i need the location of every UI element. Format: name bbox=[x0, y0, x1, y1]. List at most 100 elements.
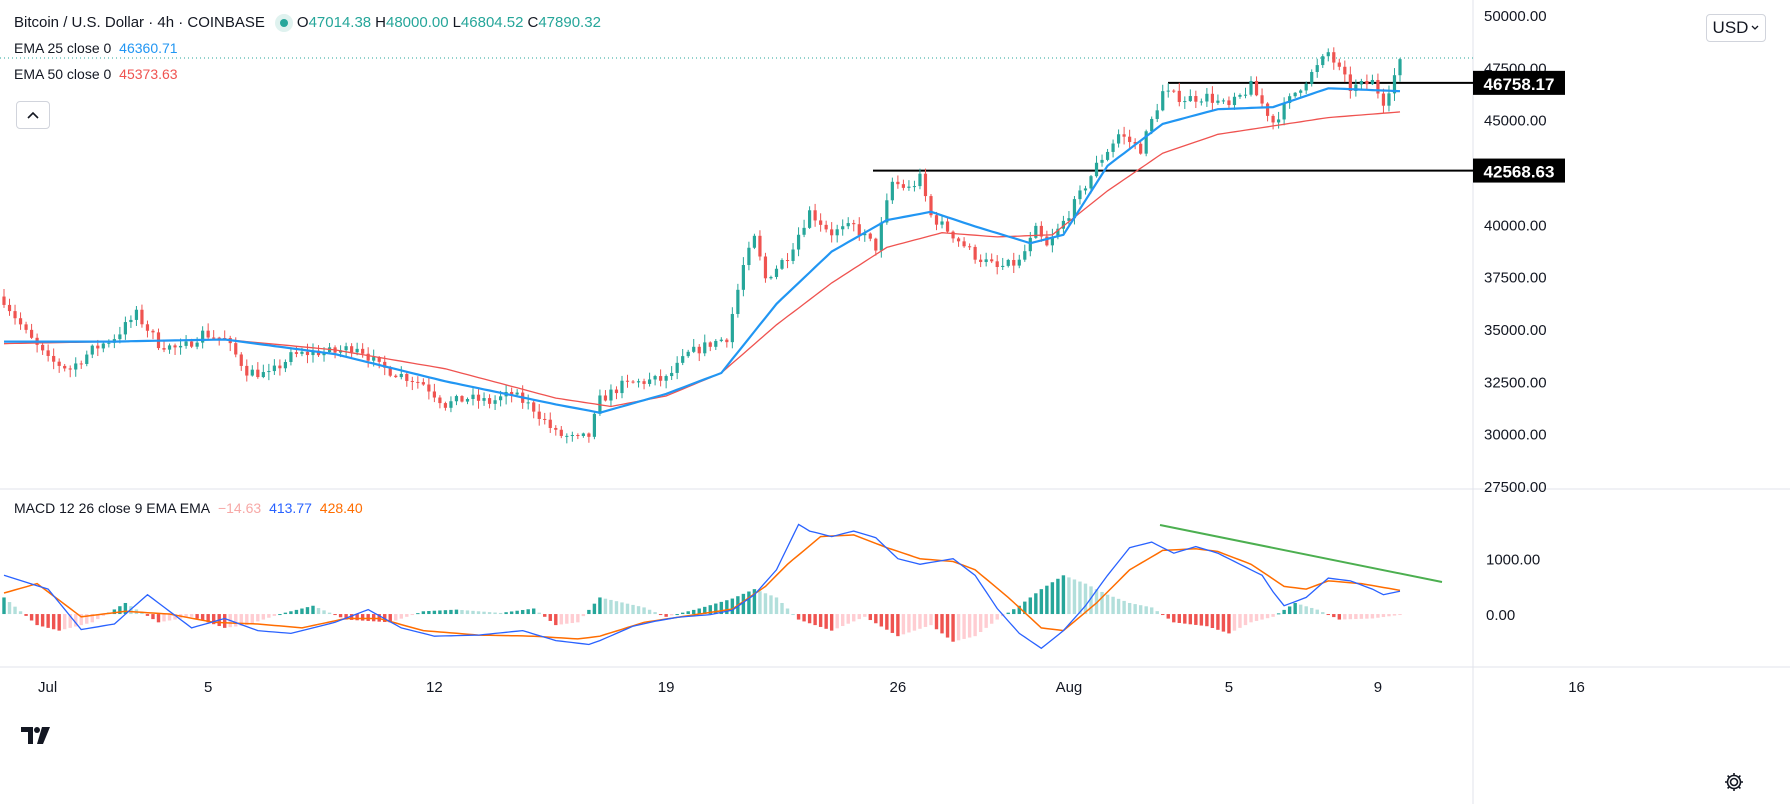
candle-body[interactable] bbox=[1321, 56, 1325, 66]
candle-body[interactable] bbox=[24, 324, 28, 330]
candle-body[interactable] bbox=[868, 233, 872, 239]
candle-body[interactable] bbox=[118, 334, 122, 340]
candle-body[interactable] bbox=[642, 381, 646, 384]
candle-body[interactable] bbox=[609, 389, 613, 401]
candle-body[interactable] bbox=[377, 357, 381, 362]
candle-body[interactable] bbox=[427, 384, 431, 392]
candle-body[interactable] bbox=[852, 223, 856, 225]
candle-body[interactable] bbox=[1155, 110, 1159, 119]
candle-body[interactable] bbox=[647, 379, 652, 384]
candle-body[interactable] bbox=[543, 418, 547, 420]
candle-body[interactable] bbox=[1376, 79, 1380, 94]
candle-body[interactable] bbox=[487, 398, 492, 404]
macd-line[interactable] bbox=[3, 523, 1401, 650]
candle-body[interactable] bbox=[394, 375, 398, 378]
candle-body[interactable] bbox=[841, 226, 845, 230]
candle-body[interactable] bbox=[725, 339, 729, 343]
candle-body[interactable] bbox=[940, 221, 944, 225]
candle-body[interactable] bbox=[283, 361, 288, 369]
candle-body[interactable] bbox=[74, 363, 78, 370]
candle-body[interactable] bbox=[1061, 220, 1066, 229]
candle-body[interactable] bbox=[774, 268, 779, 277]
candle-body[interactable] bbox=[830, 229, 834, 236]
candle-body[interactable] bbox=[1359, 80, 1363, 85]
macd-trend-line[interactable] bbox=[1159, 524, 1443, 583]
candle-body[interactable] bbox=[145, 324, 150, 331]
candle-body[interactable] bbox=[1172, 90, 1176, 92]
candle-body[interactable] bbox=[929, 196, 933, 216]
candle-body[interactable] bbox=[85, 354, 89, 364]
candle-body[interactable] bbox=[1161, 91, 1165, 111]
candle-body[interactable] bbox=[1139, 143, 1143, 154]
candle-body[interactable] bbox=[1194, 96, 1198, 102]
candle-body[interactable] bbox=[714, 340, 718, 347]
candle-body[interactable] bbox=[603, 395, 608, 401]
candle-body[interactable] bbox=[807, 210, 812, 228]
candle-body[interactable] bbox=[443, 403, 448, 408]
macd-legend[interactable]: MACD 12 26 close 9 EMA EMA −14.63 413.77… bbox=[14, 500, 367, 516]
candle-body[interactable] bbox=[1166, 90, 1170, 92]
candle-body[interactable] bbox=[151, 330, 155, 333]
candle-body[interactable] bbox=[1028, 237, 1032, 252]
candle-body[interactable] bbox=[140, 309, 144, 325]
candle-body[interactable] bbox=[659, 376, 663, 381]
candle-body[interactable] bbox=[879, 222, 883, 251]
candle-body[interactable] bbox=[1023, 251, 1027, 260]
candle-body[interactable] bbox=[769, 276, 773, 279]
candle-body[interactable] bbox=[1381, 93, 1386, 106]
candle-body[interactable] bbox=[990, 259, 994, 262]
candle-body[interactable] bbox=[162, 348, 166, 350]
candle-body[interactable] bbox=[670, 372, 674, 377]
candle-body[interactable] bbox=[454, 396, 459, 402]
candle-body[interactable] bbox=[846, 223, 850, 227]
candle-body[interactable] bbox=[1392, 75, 1397, 94]
candle-body[interactable] bbox=[1304, 83, 1308, 91]
candle-body[interactable] bbox=[366, 353, 370, 361]
candle-body[interactable] bbox=[554, 427, 558, 430]
candle-body[interactable] bbox=[763, 256, 768, 279]
candle-body[interactable] bbox=[482, 398, 486, 401]
candle-body[interactable] bbox=[1039, 225, 1043, 237]
candle-body[interactable] bbox=[1387, 93, 1391, 106]
candle-body[interactable] bbox=[819, 220, 823, 225]
candle-body[interactable] bbox=[863, 233, 867, 236]
candle-body[interactable] bbox=[1116, 134, 1121, 144]
candle-body[interactable] bbox=[559, 429, 563, 436]
candle-body[interactable] bbox=[57, 361, 61, 366]
candle-body[interactable] bbox=[217, 337, 221, 339]
candle-body[interactable] bbox=[962, 241, 966, 247]
candle-body[interactable] bbox=[300, 351, 304, 354]
candle-body[interactable] bbox=[184, 341, 188, 346]
candle-body[interactable] bbox=[934, 215, 939, 225]
candle-body[interactable] bbox=[631, 381, 635, 383]
candle-body[interactable] bbox=[587, 433, 591, 437]
candle-body[interactable] bbox=[620, 380, 624, 394]
candle-body[interactable] bbox=[1083, 188, 1088, 191]
candle-body[interactable] bbox=[1227, 100, 1231, 106]
candle-body[interactable] bbox=[675, 362, 679, 373]
candle-body[interactable] bbox=[1310, 71, 1314, 84]
candle-body[interactable] bbox=[421, 382, 425, 385]
candle-body[interactable] bbox=[703, 342, 707, 354]
candle-body[interactable] bbox=[1326, 52, 1330, 57]
candle-body[interactable] bbox=[824, 224, 828, 230]
candle-body[interactable] bbox=[449, 401, 453, 408]
candle-body[interactable] bbox=[201, 330, 205, 343]
candle-body[interactable] bbox=[383, 361, 387, 368]
candle-body[interactable] bbox=[372, 357, 376, 361]
candle-body[interactable] bbox=[835, 229, 839, 236]
candle-body[interactable] bbox=[1199, 101, 1203, 103]
candle-body[interactable] bbox=[68, 368, 72, 370]
candle-body[interactable] bbox=[29, 329, 34, 338]
candle-body[interactable] bbox=[1067, 218, 1071, 221]
candle-body[interactable] bbox=[234, 343, 238, 355]
candle-body[interactable] bbox=[1078, 190, 1082, 200]
candle-body[interactable] bbox=[1034, 225, 1038, 238]
candle-body[interactable] bbox=[361, 348, 365, 354]
candle-body[interactable] bbox=[101, 343, 105, 349]
candle-body[interactable] bbox=[355, 348, 359, 353]
candle-body[interactable] bbox=[1315, 65, 1319, 72]
candle-body[interactable] bbox=[1277, 119, 1281, 123]
candle-body[interactable] bbox=[653, 376, 657, 380]
